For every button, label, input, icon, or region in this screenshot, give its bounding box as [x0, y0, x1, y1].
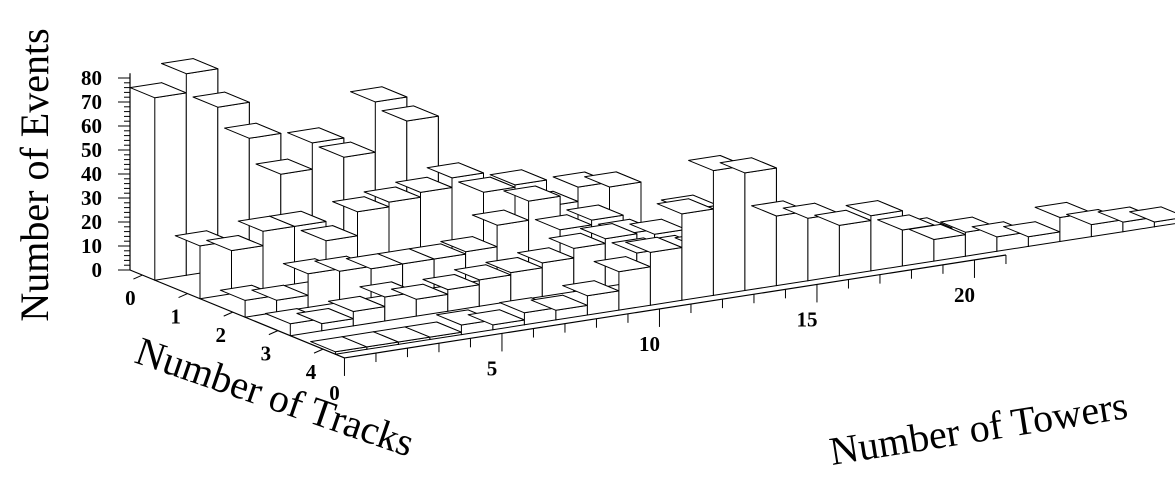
bar-top: [269, 210, 327, 227]
bar: [908, 223, 966, 262]
z-tick-label: 20: [81, 210, 102, 234]
z-tick-label: 60: [81, 114, 102, 138]
y-tick-label: 3: [261, 342, 272, 366]
bar: [656, 198, 714, 301]
bar-top: [845, 200, 903, 217]
bar-front: [154, 92, 187, 281]
bar: [530, 294, 588, 321]
bar: [1066, 209, 1124, 238]
z-tick-label: 40: [81, 162, 102, 186]
y-tick-label: 1: [170, 305, 181, 329]
bar: [327, 295, 386, 327]
bar-top: [287, 127, 345, 144]
z-tick-label: 10: [81, 234, 102, 258]
bar: [1003, 221, 1061, 247]
bar: [206, 235, 264, 295]
bar-front: [1153, 218, 1175, 228]
bar: [282, 258, 341, 308]
y-axis-title: Number of Tracks: [130, 328, 420, 465]
bar: [404, 321, 462, 340]
bar-top: [426, 162, 484, 179]
bar-top: [224, 122, 282, 139]
bar-front: [262, 225, 295, 290]
y-tick-label: 2: [215, 323, 226, 347]
bars: [129, 58, 1175, 355]
bar-top: [1129, 206, 1175, 223]
bar: [593, 256, 651, 311]
bar-front: [681, 208, 714, 301]
bar-front: [618, 266, 651, 311]
bar-front: [712, 165, 746, 296]
bar: [377, 248, 435, 294]
bar: [719, 157, 777, 291]
bar-front: [541, 257, 575, 297]
z-tick-label: 30: [81, 186, 102, 210]
bar-top: [161, 58, 219, 75]
bar: [625, 236, 683, 306]
x-tick-label: 10: [639, 332, 660, 356]
bar-top: [503, 185, 561, 202]
bar-top: [381, 105, 439, 122]
bar: [341, 331, 399, 350]
bar-top: [192, 91, 250, 108]
x-tick-label: 5: [487, 356, 498, 380]
x-tick-label: 0: [329, 381, 340, 405]
bar: [485, 257, 543, 302]
y-axis: 0 1 2 3 4: [125, 269, 345, 384]
bar-top: [566, 204, 624, 221]
bar: [548, 232, 606, 293]
bar: [237, 215, 295, 290]
z-tick-label: 80: [81, 66, 102, 90]
bar-top: [719, 157, 777, 174]
bar-front: [744, 167, 777, 291]
y-tick-label: 0: [125, 286, 136, 310]
bar-top: [489, 169, 547, 186]
bar-front: [649, 247, 683, 306]
bar: [1129, 206, 1175, 228]
bar: [499, 297, 557, 326]
x-axis-title: Number of Towers: [826, 382, 1130, 473]
z-tick-label: 50: [81, 138, 102, 162]
z-tick-label: 70: [81, 90, 102, 114]
bar-front: [510, 267, 543, 302]
bar: [390, 283, 449, 317]
x-tick-label: 15: [796, 307, 817, 331]
bar-top: [350, 86, 408, 103]
bar-front: [838, 220, 872, 277]
bar: [129, 82, 187, 281]
x-axis: 0 5 10 15 20: [329, 254, 1007, 405]
y-tick-label: 4: [306, 360, 317, 384]
bar-top: [584, 171, 642, 188]
bar: [161, 58, 219, 276]
z-tick-label: 0: [92, 258, 103, 282]
x-tick-label: 20: [954, 283, 975, 307]
bar-front: [775, 210, 809, 287]
z-axis-title: Number of Events: [12, 28, 57, 321]
bar-top: [580, 223, 638, 240]
